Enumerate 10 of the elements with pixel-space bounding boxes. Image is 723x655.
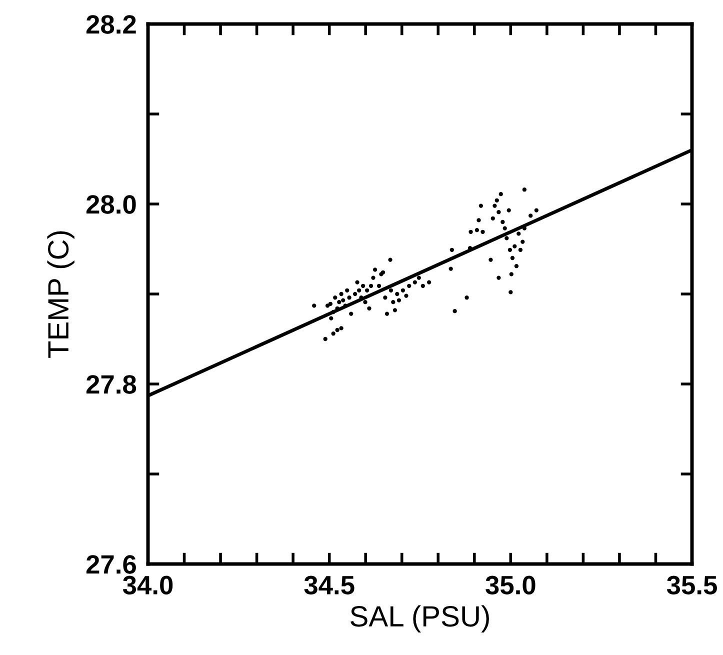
- y-tick-label: 28.2: [86, 15, 136, 34]
- x-tick-label: 34.0: [122, 576, 173, 595]
- y-tick-label: 28.0: [86, 195, 136, 214]
- y-tick-label: 27.8: [86, 375, 136, 394]
- x-axis-title: SAL (PSU): [350, 605, 489, 632]
- x-tick-label: 35.0: [486, 576, 536, 595]
- x-tick-label: 34.5: [304, 576, 354, 595]
- y-axis-title: TEMP (C): [47, 231, 74, 358]
- x-tick-label: 35.5: [666, 576, 717, 595]
- y-tick-label: 27.6: [86, 555, 136, 574]
